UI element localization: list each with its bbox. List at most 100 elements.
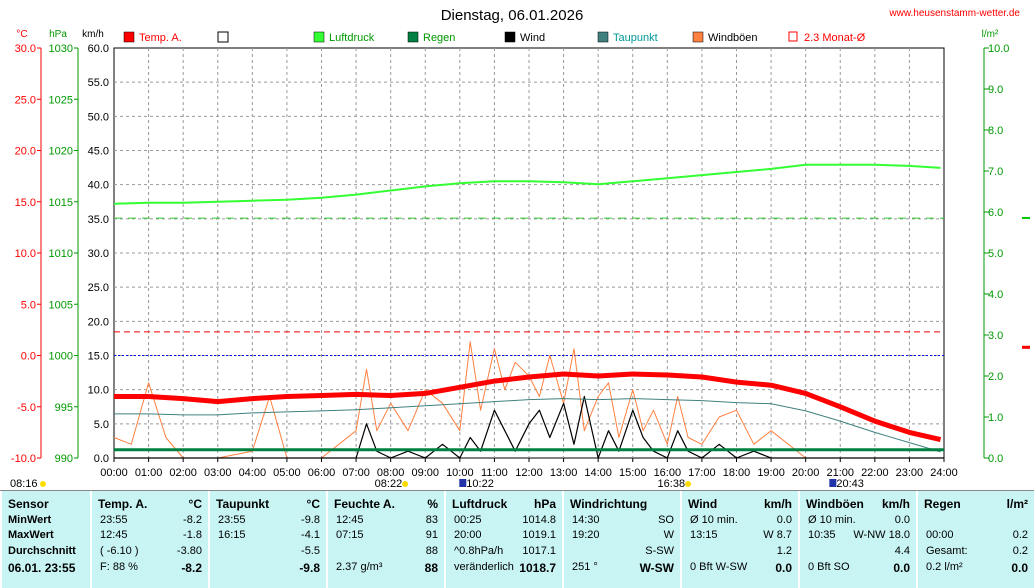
- wind-tick-label: 50.0: [88, 111, 109, 123]
- time-tick-label: 24:00: [930, 467, 958, 479]
- stats.wind.now_v: 0.0: [775, 561, 792, 575]
- stats.gust.now_t: 0 Bft SO: [808, 561, 850, 573]
- stats.dew.now_v: -9.8: [299, 561, 320, 575]
- stats.rain.max_v: 0.2: [1012, 529, 1028, 541]
- stats.wind.u: km/h: [763, 497, 792, 511]
- stats.press.max_v: 1019.1: [522, 529, 556, 541]
- stats.press.now_t: veränderlich: [454, 561, 514, 573]
- stats.dew.max_v: -4.1: [301, 529, 320, 541]
- stats.wind.avg_v: 1.2: [776, 545, 792, 557]
- pressure-tick-label: 1000: [49, 351, 73, 363]
- time-tick-label: 19:00: [757, 467, 785, 479]
- time-tick-label: 10:00: [446, 467, 474, 479]
- sun-time-label: 16:38: [658, 478, 686, 490]
- rain-tick-label: 0.0: [988, 453, 1003, 465]
- stats.rain.avg_v: 0.2: [1012, 545, 1028, 557]
- stats.temp.min_v: -8.2: [183, 514, 202, 526]
- pressure-tick-label: 1025: [49, 94, 73, 106]
- wind-tick-label: 40.0: [88, 180, 109, 192]
- stats.temp.min_t: 23:55: [100, 514, 128, 526]
- rain-tick-label: 6.0: [988, 207, 1003, 219]
- temp-axis-unit: °C: [16, 29, 27, 40]
- stats.hum.now_v: 88: [424, 561, 438, 575]
- stats.wind.max_t: 13:15: [690, 529, 718, 541]
- stats.temp.max_t: 12:45: [100, 529, 128, 541]
- dawn-label: 08:16: [10, 478, 38, 490]
- stats.dir.h: Windrichtung: [570, 497, 648, 511]
- stats.dew.max_t: 16:15: [218, 529, 246, 541]
- stats.wind.min_t: Ø 10 min.: [690, 514, 738, 526]
- time-tick-label: 01:00: [135, 467, 163, 479]
- legend-swatch: [313, 31, 325, 43]
- stats.press.max_t: 20:00: [454, 529, 482, 541]
- pressure-tick-label: 1030: [49, 43, 73, 55]
- stats.gust.u: km/h: [881, 497, 910, 511]
- sun-times: 08:16 08:22 10:22 16:38 20:43: [10, 478, 864, 490]
- stats.gust.min_t: Ø 10 min.: [808, 514, 856, 526]
- sun-icon: [40, 481, 46, 487]
- pressure-tick-label: 995: [55, 402, 73, 414]
- stats.gust.h: Windböen: [806, 497, 864, 511]
- stats-column-sensor: Sensor MinWert MaxWert Durchschnitt 06.01. 2…: [0, 491, 90, 588]
- stats.rain.now_v: 0.0: [1011, 561, 1028, 575]
- left-axes: 30.0 25.0 20.0 15.0 10.0 5.0 0.0 -5.0 -10.0 1030 1…: [11, 43, 109, 465]
- stats.hum.max_v: 91: [425, 529, 438, 541]
- legend-label: 2.3 Monat-Ø: [804, 32, 866, 44]
- sun-time-label: 08:22: [375, 478, 403, 490]
- legend-swatch: [597, 31, 609, 43]
- temp-tick-label: 20.0: [15, 146, 36, 158]
- time-tick-label: 09:00: [411, 467, 439, 479]
- pressure-tick-label: 990: [55, 453, 73, 465]
- legend-swatch: [692, 31, 704, 43]
- stats.rain.now_t: 0.2 l/m²: [926, 561, 963, 573]
- series-layer: [113, 163, 944, 459]
- stats-column-hum: Feuchte A.% 12:45 83 07:15 91 88 2.37 g/m³ 88: [326, 491, 444, 588]
- stats-column-dir: Windrichtung 14:30 SO 19:20 W S-SW 251 ° W-SW: [562, 491, 680, 588]
- temp-tick-label: 5.0: [21, 299, 36, 311]
- stats.dir.min_v: SO: [658, 514, 674, 526]
- pressure-tick-label: 1010: [49, 248, 73, 260]
- series-luftdruck: [113, 163, 941, 205]
- weather-chart: Dienstag, 06.01.2026 www.heusenstamm-wet…: [10, 7, 1030, 490]
- stats.press.avg_t: ^0.8hPa/h: [454, 545, 504, 557]
- stats.gust.min_v: 0.0: [894, 514, 910, 526]
- stats.wind.now_t: 0 Bft W-SW: [690, 561, 748, 573]
- wind-tick-label: 15.0: [88, 351, 109, 363]
- legend-swatch: [123, 31, 135, 43]
- stats.dir.min_t: 14:30: [572, 514, 600, 526]
- rain-axis-unit: l/m²: [982, 29, 999, 40]
- time-tick-label: 03:00: [204, 467, 232, 479]
- rain-tick-label: 7.0: [988, 166, 1003, 178]
- stats.rain.avg_t: Gesamt:: [926, 545, 968, 557]
- legend-label: Windböen: [708, 32, 758, 44]
- website-link[interactable]: www.heusenstamm-wetter.de: [888, 8, 1020, 19]
- right-axis: 10.0 9.0 8.0 7.0 6.0 5.0 4.0 3.0 2.0 1.0 0.0: [983, 43, 1030, 465]
- temp-tick-label: -10.0: [11, 453, 36, 465]
- stats.temp.now_t: F: 88 %: [100, 561, 138, 573]
- wind-tick-label: 45.0: [88, 146, 109, 158]
- time-tick-label: 20:00: [792, 467, 820, 479]
- pressure-axis-unit: hPa: [49, 29, 67, 40]
- stats.hum.now_t: 2.37 g/m³: [336, 561, 383, 573]
- stats.rain.max_t: 00:00: [926, 529, 954, 541]
- stats.wind.max_v: W 8.7: [763, 529, 792, 541]
- time-tick-label: 05:00: [273, 467, 301, 479]
- pressure-tick-label: 1020: [49, 146, 73, 158]
- wind-tick-label: 30.0: [88, 248, 109, 260]
- stats.dew.min_t: 23:55: [218, 514, 246, 526]
- time-tick-label: 07:00: [342, 467, 370, 479]
- time-tick-label: 22:00: [861, 467, 889, 479]
- time-tick-label: 00:00: [100, 467, 128, 479]
- stats.wind.h: Wind: [688, 497, 718, 511]
- wind-tick-label: 10.0: [88, 385, 109, 397]
- rain-tick-label: 3.0: [988, 330, 1003, 342]
- stats.gust.avg_v: 4.4: [894, 545, 910, 557]
- time-tick-label: 21:00: [826, 467, 854, 479]
- rain-tick-label: 1.0: [988, 412, 1003, 424]
- time-axis: 00:00 01:00 02:00 03:00 04:00 05:00 06:00 07:00…: [100, 458, 958, 479]
- time-tick-label: 08:00: [377, 467, 405, 479]
- wind-axis-unit: km/h: [82, 29, 104, 40]
- stats.dir.max_v: W: [663, 529, 674, 541]
- stats.dew.min_v: -9.8: [301, 514, 320, 526]
- stats.dew.h: Taupunkt: [216, 497, 270, 511]
